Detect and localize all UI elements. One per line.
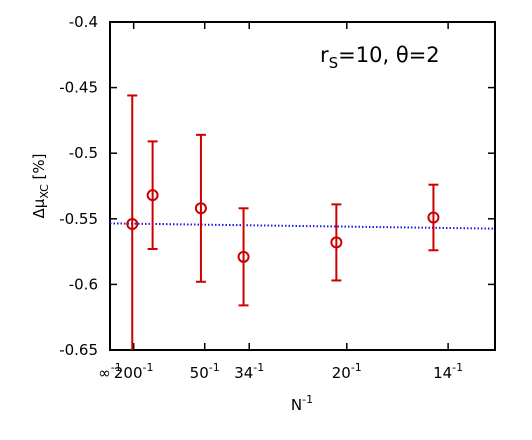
x-tick-label: ∞-1 — [98, 361, 121, 382]
data-point — [330, 236, 343, 249]
x-tick-label: 200-1 — [114, 361, 154, 382]
data-point — [126, 218, 139, 231]
plot-frame — [109, 21, 496, 351]
points-layer — [126, 94, 440, 350]
data-point — [427, 211, 440, 224]
x-tick-label: 14-1 — [433, 361, 463, 382]
y-tick-label: -0.55 — [59, 210, 98, 228]
data-point — [237, 250, 250, 263]
fit-line — [109, 222, 496, 230]
data-point — [146, 189, 159, 202]
y-axis-label: ΔμXC [%] — [30, 154, 51, 219]
y-axis-ticks: -0.4 -0.45 -0.5 -0.55 -0.6 -0.65 — [59, 13, 495, 359]
data-points — [126, 94, 440, 350]
chart-annotation: rS=10, θ=2 — [320, 43, 440, 72]
x-tick-label: 34-1 — [234, 361, 264, 382]
y-tick-label: -0.45 — [59, 79, 98, 97]
x-tick-label: 50-1 — [190, 361, 220, 382]
y-tick-label: -0.4 — [69, 13, 98, 31]
data-point — [194, 202, 207, 215]
y-tick-label: -0.65 — [59, 341, 98, 359]
y-tick-label: -0.6 — [69, 275, 98, 293]
y-tick-label: -0.5 — [69, 144, 98, 162]
x-tick-label: 20-1 — [332, 361, 362, 382]
x-axis-label: N-1 — [291, 393, 313, 414]
